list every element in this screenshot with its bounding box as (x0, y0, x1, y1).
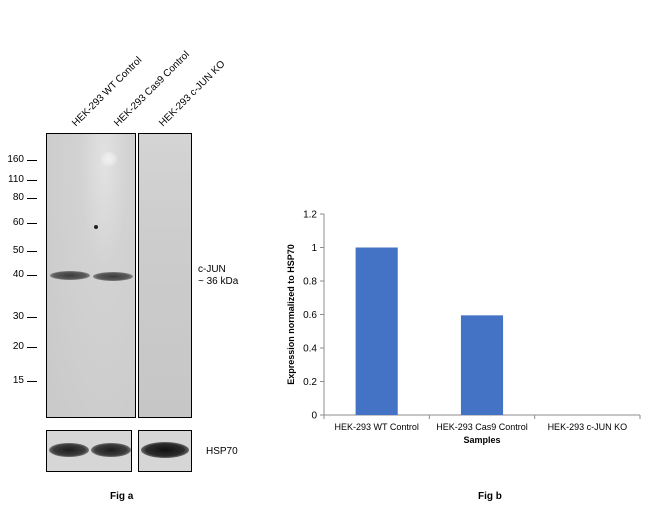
band-cjun-wt (50, 271, 90, 280)
band-hsp70-wt (49, 443, 89, 457)
blot-panel-hsp70-controls (46, 430, 132, 472)
mw-tick (27, 381, 37, 382)
mw-marker: 160 (7, 154, 24, 165)
mw-tick (27, 275, 37, 276)
y-tick-label: 1.2 (303, 210, 317, 221)
blot-speck (94, 225, 98, 229)
y-tick-label: 0.4 (303, 344, 317, 355)
y-tick-label: 0.6 (303, 310, 317, 321)
mw-marker: 15 (12, 375, 24, 386)
lane-label-cas9: HEK-293 Cas9 Control (112, 49, 192, 129)
bar (355, 247, 398, 415)
blot-panel-ko (138, 133, 192, 418)
x-category-label: HEK-293 c-JUN KO (548, 422, 628, 432)
fig-b-caption: Fig b (478, 491, 502, 502)
band-hsp70-ko (141, 442, 189, 458)
mw-tick (27, 198, 37, 199)
target-protein-label: c-JUN (198, 264, 226, 275)
mw-marker: 30 (12, 311, 24, 322)
mw-tick (27, 347, 37, 348)
mw-tick (27, 180, 37, 181)
bar (460, 315, 504, 415)
chart-canvas: 0 0.2 0.4 0.6 0.8 1 1.2 HEK-293 WT Control HEK-2… (286, 210, 641, 445)
x-category-label: HEK-293 Cas9 Control (436, 422, 528, 432)
blot-bubble (101, 152, 117, 166)
mw-tick (27, 223, 37, 224)
loading-control-label: HSP70 (206, 446, 238, 457)
y-tick-label: 0 (311, 411, 317, 422)
fig-a-caption: Fig a (110, 491, 134, 502)
mw-tick (27, 251, 37, 252)
band-hsp70-cas9 (91, 443, 131, 457)
band-cjun-cas9 (93, 272, 133, 281)
y-axis-title: Expression normalized to HSP70 (286, 244, 296, 385)
mw-marker: 110 (8, 174, 24, 185)
y-tick-label: 0.2 (303, 377, 317, 388)
x-category-label: HEK-293 WT Control (334, 422, 418, 432)
y-tick-label: 1 (311, 243, 317, 254)
blot-panel-hsp70-ko (138, 430, 192, 472)
mw-tick (27, 317, 37, 318)
x-axis-title: Samples (463, 435, 500, 445)
mw-marker: 20 (12, 341, 24, 352)
mw-marker: 60 (12, 217, 24, 228)
mw-tick (27, 160, 37, 161)
blot-panel-controls (46, 133, 136, 418)
mw-marker: 40 (12, 269, 24, 280)
y-tick-label: 0.8 (303, 277, 317, 288)
mw-marker: 50 (12, 245, 24, 256)
target-size-label: ~ 36 kDa (198, 276, 239, 287)
lane-label-wt: HEK-293 WT Control (70, 54, 145, 129)
expression-bar-chart: 0 0.2 0.4 0.6 0.8 1 1.2 HEK-293 WT Control HEK-2… (280, 200, 650, 460)
mw-marker: 80 (12, 192, 24, 203)
